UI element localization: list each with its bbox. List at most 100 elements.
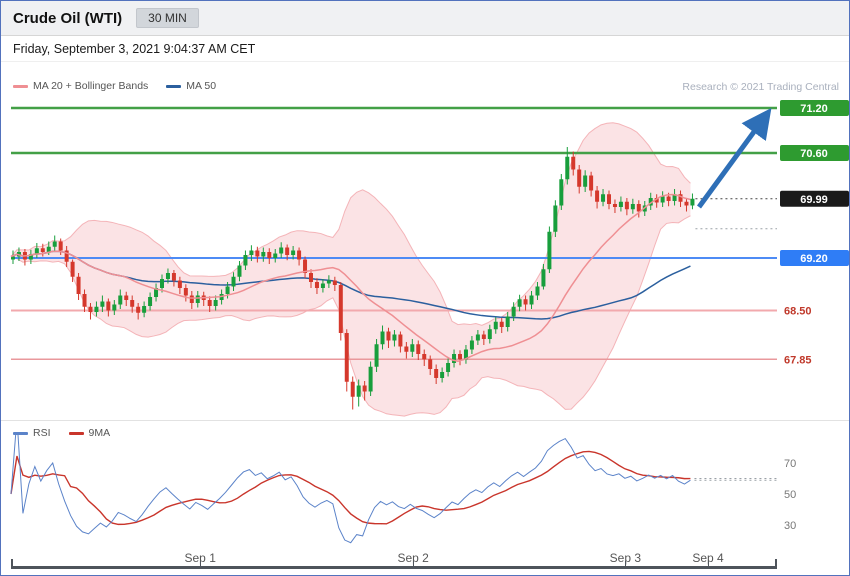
rsi-tick-label: 50 <box>784 489 796 501</box>
candle-body <box>434 369 439 378</box>
main-chart-legend: MA 20 + Bollinger Bands MA 50 <box>13 80 216 92</box>
candle-body <box>416 344 421 354</box>
candle-body <box>171 273 176 281</box>
candle-body <box>243 255 248 266</box>
candle-body <box>309 273 313 282</box>
candle-body <box>571 156 576 170</box>
candle-body <box>601 194 606 202</box>
candle-body <box>607 194 611 204</box>
candle-body <box>505 316 510 327</box>
candle-body <box>654 198 659 203</box>
x-axis-tick <box>708 561 710 566</box>
main-price-chart: 71.20 70.60 69.99 69.20 68.50 67.85 <box>10 100 849 417</box>
candle-body <box>112 304 117 311</box>
candle-body <box>326 280 331 284</box>
candle-body <box>34 248 39 255</box>
candle-body <box>320 283 325 288</box>
rsi-tick-label: 70 <box>784 458 796 470</box>
price-tag-text: 69.20 <box>800 253 828 265</box>
candle-body <box>213 300 218 306</box>
candle-body <box>440 372 445 378</box>
candle-body <box>612 204 617 207</box>
candle-body <box>11 256 15 260</box>
candle-body <box>565 156 570 180</box>
candle-body <box>618 201 623 207</box>
candle-body <box>463 349 468 360</box>
rsi-tick-label: 30 <box>784 520 796 532</box>
candle-body <box>577 169 582 187</box>
candle-body <box>165 273 170 279</box>
candle-body <box>28 254 33 260</box>
candle-body <box>446 363 451 372</box>
candle-body <box>160 279 164 288</box>
candle-body <box>183 288 188 296</box>
candles <box>11 147 695 410</box>
instrument-title: Crude Oil (WTI) <box>13 9 123 27</box>
candle-body <box>690 198 695 206</box>
candle-body <box>225 286 230 294</box>
candle-body <box>481 334 486 339</box>
candle-body <box>493 321 498 330</box>
candle-body <box>332 280 337 285</box>
candle-body <box>285 247 290 255</box>
candle-body <box>356 385 361 397</box>
candle-body <box>94 306 99 312</box>
price-text-label: 68.50 <box>784 306 812 318</box>
candle-body <box>636 204 641 212</box>
credit-text: Research © 2021 Trading Central <box>682 81 839 93</box>
panel-divider <box>1 420 849 421</box>
price-tag-69.20 <box>780 250 849 266</box>
candle-body <box>666 196 671 201</box>
candle-body <box>88 306 93 312</box>
bollinger-band-fill <box>11 122 691 417</box>
candle-body <box>70 261 75 277</box>
candle-body <box>553 205 558 232</box>
candle-body <box>231 276 236 287</box>
candle-body <box>273 253 278 258</box>
candle-body <box>237 265 242 277</box>
candle-body <box>189 295 194 303</box>
price-tag-text: 71.20 <box>800 103 828 115</box>
candle-body <box>487 329 492 339</box>
rsi-panel: 70 50 30 <box>10 433 796 544</box>
x-axis-right-tick <box>775 559 777 566</box>
nine-ma-swatch-icon <box>68 431 84 435</box>
ma20-bollinger-label: MA 20 + Bollinger Bands <box>33 80 149 92</box>
price-tag-text: 69.99 <box>800 194 828 206</box>
candle-body <box>118 295 123 305</box>
x-axis: Sep 1 Sep 2 Sep 3 Sep 4 <box>1 546 849 575</box>
rsi-legend: RSI 9MA <box>13 427 110 439</box>
bullish-projection-arrow <box>696 107 772 209</box>
bollinger-lower-line <box>10 215 691 417</box>
candle-body <box>559 179 564 206</box>
candle-body <box>338 285 343 333</box>
candle-body <box>547 231 552 270</box>
candle-body <box>469 340 474 350</box>
candle-body <box>595 190 600 202</box>
candle-body <box>541 269 546 287</box>
candle-body <box>428 359 433 369</box>
candle-body <box>255 250 260 257</box>
candle-body <box>297 250 302 260</box>
candle-body <box>148 297 153 306</box>
x-axis-bar <box>11 566 777 569</box>
x-axis-tick <box>413 561 415 566</box>
candle-body <box>678 194 683 202</box>
candle-body <box>314 282 319 288</box>
legend-item-9ma: 9MA <box>68 427 111 439</box>
rsi-9ma-line <box>10 450 691 526</box>
candle-body <box>40 248 45 252</box>
candle-body <box>52 241 57 247</box>
candle-body <box>374 344 379 367</box>
x-axis-label: Sep 2 <box>397 551 429 565</box>
candle-body <box>398 334 403 347</box>
candle-body <box>344 333 349 382</box>
candle-body <box>392 334 397 341</box>
ma50-swatch-icon <box>166 84 182 88</box>
candle-body <box>136 306 141 313</box>
nine-ma-label: 9MA <box>88 427 111 439</box>
candle-body <box>458 354 462 360</box>
header: Crude Oil (WTI) 30 MIN <box>1 1 849 36</box>
rsi-label: RSI <box>33 427 51 439</box>
rsi-line <box>10 433 691 544</box>
